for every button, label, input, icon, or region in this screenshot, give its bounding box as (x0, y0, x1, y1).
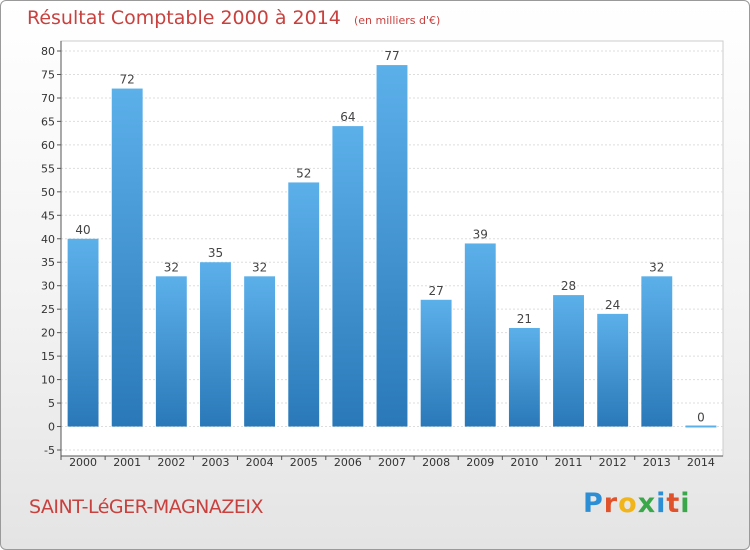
y-tick-label: 60 (41, 139, 55, 152)
y-tick-label: 75 (41, 68, 55, 81)
y-tick-label: -5 (44, 444, 55, 457)
y-tick-label: 40 (41, 233, 55, 246)
bar-2007 (376, 65, 408, 427)
logo-letter: i (680, 488, 691, 519)
y-tick-label: 70 (41, 92, 55, 105)
x-tick-label-2010: 2010 (510, 456, 538, 469)
x-tick-label-2004: 2004 (246, 456, 274, 469)
bar-2004 (244, 276, 276, 427)
y-tick-label: 80 (41, 45, 55, 58)
data-label-2002: 32 (164, 260, 179, 274)
x-axis: 2000 2001 2002 2003 2004 2005 2006 2007 2008 2009… (60, 455, 723, 469)
data-label-2006: 64 (340, 110, 355, 124)
data-label-2010: 21 (517, 312, 532, 326)
data-label-2012: 24 (605, 298, 620, 312)
data-label-2005: 52 (296, 166, 311, 180)
x-tick-label-2003: 2003 (201, 456, 229, 469)
data-label-2001: 72 (120, 73, 135, 87)
bar-2010 (508, 327, 540, 427)
x-tick-label-2007: 2007 (378, 456, 406, 469)
data-label-2007: 77 (384, 49, 399, 63)
x-tick-label-2002: 2002 (157, 456, 185, 469)
x-tick-label-2014: 2014 (687, 456, 715, 469)
logo-letter: i (656, 488, 667, 519)
bar-2006 (332, 126, 364, 427)
proxiti-logo: Proxiti (583, 488, 691, 519)
bar-2000 (67, 238, 99, 427)
data-label-2011: 28 (561, 279, 576, 293)
bar-2009 (464, 243, 496, 427)
bar-2005 (288, 182, 320, 427)
labels-layer: 40 72 32 35 32 52 64 77 27 39 21 28 24 32 0 (75, 49, 704, 424)
logo-letter: P (583, 488, 604, 519)
y-tick-label: 5 (48, 397, 55, 410)
x-tick-label-2006: 2006 (334, 456, 362, 469)
x-tick-label-2012: 2012 (599, 456, 627, 469)
y-tick-label: 65 (41, 115, 55, 128)
bar-2013 (641, 276, 673, 427)
bar-2012 (597, 313, 629, 427)
chart-title: Résultat Comptable 2000 à 2014 (27, 7, 341, 29)
bar-2001 (111, 88, 143, 427)
x-tick-label-2011: 2011 (555, 456, 583, 469)
bar-2003 (200, 262, 231, 427)
y-tick-label: 30 (41, 280, 55, 293)
logo-letter: r (603, 488, 619, 519)
data-label-2004: 32 (252, 260, 267, 274)
commune-name: SAINT-LéGER-MAGNAZEIX (29, 496, 264, 518)
y-tick-label: 50 (41, 186, 55, 199)
y-tick-label: 0 (48, 421, 55, 434)
title-row: Résultat Comptable 2000 à 2014 (en milli… (27, 7, 440, 29)
y-tick-label: 45 (41, 209, 55, 222)
x-tick-label-2000: 2000 (69, 456, 97, 469)
logo-letter: x (637, 488, 657, 519)
data-label-2013: 32 (649, 260, 664, 274)
y-tick-label: 10 (41, 374, 55, 387)
x-tick-label-2001: 2001 (113, 456, 141, 469)
y-tick-label: 15 (41, 350, 55, 363)
y-tick-label: 35 (41, 256, 55, 269)
bar-2002 (155, 276, 187, 427)
bars-layer (67, 65, 717, 428)
y-tick-label: 55 (41, 162, 55, 175)
logo-letter: t (666, 488, 681, 519)
data-label-2014: 0 (697, 411, 705, 425)
y-tick-label: 20 (41, 327, 55, 340)
logo-letter: o (618, 488, 638, 519)
x-tick-label-2009: 2009 (466, 456, 494, 469)
data-label-2009: 39 (473, 227, 488, 241)
y-tick-label: 25 (41, 303, 55, 316)
data-label-2008: 27 (428, 284, 443, 298)
x-tick-label-2013: 2013 (643, 456, 671, 469)
x-tick-label-2005: 2005 (290, 456, 318, 469)
bar-2011 (553, 295, 584, 427)
chart-subtitle: (en milliers d'€) (353, 14, 441, 27)
y-axis: -5 0 5 10 15 20 25 30 35 40 45 50 55 60 65 70 75 80 (41, 41, 62, 457)
bar-2008 (420, 299, 452, 427)
data-label-2003: 35 (208, 246, 223, 260)
x-tick-label-2008: 2008 (422, 456, 450, 469)
data-label-2000: 40 (75, 223, 90, 237)
